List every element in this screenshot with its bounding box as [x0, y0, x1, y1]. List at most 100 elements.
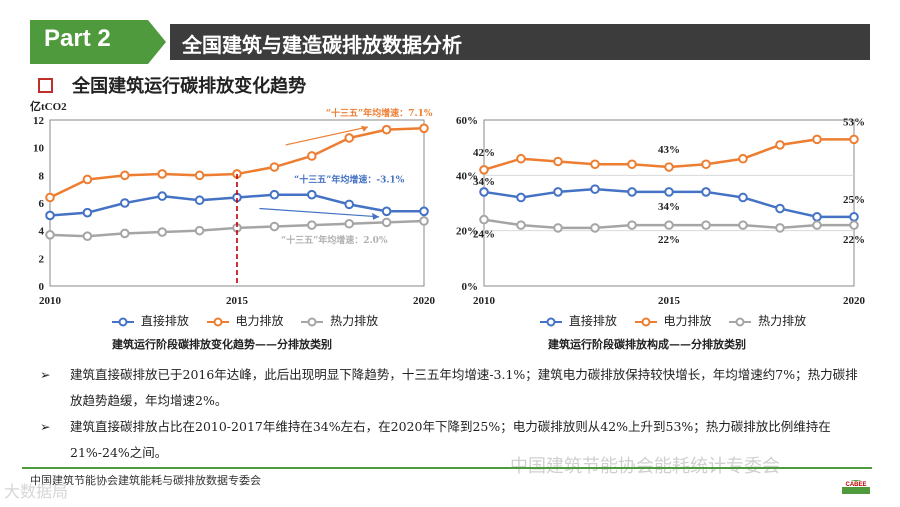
legend-swatch-electric: [206, 317, 229, 326]
data-point-heat: [419, 216, 429, 226]
data-label-electric: 53%: [843, 116, 865, 128]
data-point-heat: [82, 231, 93, 241]
x-tick-label: 2010: [39, 295, 62, 307]
y-tick-label: 60%: [456, 115, 478, 127]
data-point-heat: [194, 225, 205, 236]
emission-share-chart: 0% 20% 40% 60% 2010 2015 2020 42% 34% 24% 43% 34% 22…: [456, 115, 866, 307]
square-bullet-icon: [38, 77, 53, 93]
annotation-arrowhead-direct: [372, 212, 380, 220]
data-point-electric: [479, 165, 489, 175]
legend-item-electric: 电力排放: [634, 312, 712, 329]
data-point-heat: [701, 220, 711, 230]
data-point-electric: [381, 124, 392, 135]
data-point-electric: [194, 170, 205, 181]
data-point-heat: [344, 218, 355, 229]
data-point-heat: [307, 220, 317, 230]
data-point-heat: [45, 230, 55, 240]
data-point-direct: [307, 189, 317, 200]
legend-item-electric: 电力排放: [206, 312, 284, 329]
legend-swatch-heat: [729, 317, 752, 326]
legend-right: 直接排放 电力排放 热力排放: [540, 312, 820, 329]
caption-right: 建筑运行阶段碳排放构成——分排放类别: [548, 338, 746, 351]
svg-text:CABEE: CABEE: [845, 482, 866, 488]
y-tick-label: 2: [39, 253, 45, 265]
data-point-heat: [120, 228, 130, 239]
data-point-electric: [82, 174, 93, 185]
title-bar: 全国建筑与建造碳排放数据分析: [170, 24, 870, 60]
data-point-direct: [701, 187, 711, 197]
legend-swatch-direct: [112, 317, 134, 326]
annotation-electric: “十三五”年均增速：7.1%: [326, 107, 433, 119]
x-tick-label: 2015: [226, 295, 249, 307]
y-tick-label: 40%: [456, 170, 478, 182]
footer-source: 中国建筑节能协会建筑能耗与碳排放数据专委会: [30, 474, 261, 487]
legend-label-heat: 热力排放: [330, 314, 379, 328]
emission-trend-chart: 0 2 4 6 8 10 12 2010 2015 2020 亿tCO2 “十三五”年均增速：7.1%…: [30, 99, 436, 307]
watermark-text: 中国建筑节能协会能耗统计专委会: [510, 456, 780, 477]
data-point-heat: [381, 217, 392, 228]
legend-swatch-heat: [301, 317, 324, 326]
data-point-direct: [344, 199, 355, 210]
data-point-heat: [849, 220, 859, 230]
data-point-electric: [120, 170, 130, 181]
data-point-electric: [516, 153, 526, 164]
cabee-logo: CABEE: [841, 480, 871, 494]
part-arrow-shape: [148, 20, 166, 64]
legend-item-direct: 直接排放: [540, 312, 617, 329]
data-point-direct: [82, 207, 93, 218]
part-label-box: Part 2: [30, 20, 148, 64]
bullet-item: ➢ 建筑直接碳排放已于2016年达峰，此后出现明显下降趋势，十三五年均增速-3.…: [40, 362, 870, 414]
data-point-electric: [775, 140, 785, 150]
y-tick-label: 8: [39, 170, 45, 182]
data-point-electric: [45, 192, 55, 203]
x-tick-label: 2020: [413, 295, 436, 307]
data-label-electric: 42%: [473, 147, 495, 159]
data-point-electric: [849, 134, 859, 145]
legend-swatch-electric: [634, 317, 657, 326]
data-point-direct: [45, 210, 55, 221]
legend-label-electric: 电力排放: [663, 314, 712, 328]
data-point-direct: [664, 187, 674, 197]
y-tick-label: 12: [33, 115, 45, 127]
data-point-direct: [120, 198, 130, 208]
data-point-heat: [812, 220, 822, 230]
data-point-electric: [812, 134, 822, 145]
data-label-heat: 22%: [658, 234, 680, 246]
data-point-direct: [381, 206, 392, 217]
data-point-direct: [516, 192, 526, 203]
data-point-electric: [627, 159, 637, 170]
bullet-text: 建筑直接碳排放占比在2010-2017年维持在34%左右，在2020年下降到25…: [70, 419, 831, 460]
y-tick-label: 6: [39, 198, 45, 210]
data-point-heat: [516, 220, 526, 230]
section-title: 全国建筑运行碳排放变化趋势: [38, 72, 306, 97]
arrow-bullet-icon: ➢: [40, 419, 51, 434]
page-title: 全国建筑与建造碳排放数据分析: [182, 33, 462, 57]
caption-left: 建筑运行阶段碳排放变化趋势——分排放类别: [112, 338, 332, 351]
data-point-electric: [590, 159, 600, 170]
data-point-direct: [590, 184, 600, 194]
x-tick-label: 2020: [843, 295, 866, 307]
data-label-direct: 25%: [843, 194, 865, 206]
part-label: Part 2: [44, 25, 111, 52]
data-point-heat: [553, 223, 563, 233]
x-tick-label: 2015: [658, 295, 681, 307]
annotation-arrow-electric: [285, 126, 369, 146]
legend-item-heat: 热力排放: [729, 312, 806, 329]
data-point-direct: [775, 203, 785, 214]
data-point-direct: [627, 187, 637, 197]
data-point-electric: [307, 151, 317, 161]
bullet-item: ➢ 建筑直接碳排放占比在2010-2017年维持在34%左右，在2020年下降到…: [40, 414, 870, 466]
data-point-direct: [479, 187, 489, 197]
data-point-heat: [269, 221, 280, 232]
data-point-direct: [812, 212, 822, 222]
data-point-heat: [627, 220, 637, 230]
y-tick-label: 10: [33, 143, 45, 155]
data-point-direct: [194, 195, 205, 206]
data-point-electric: [553, 156, 563, 167]
series-line-electric: [49, 127, 425, 199]
legend-label-direct: 直接排放: [140, 314, 189, 328]
watermark-bottom-left: 大数据局: [4, 482, 69, 501]
data-point-electric: [419, 123, 429, 134]
bullet-list: ➢ 建筑直接碳排放已于2016年达峰，此后出现明显下降趋势，十三五年均增速-3.…: [40, 362, 870, 466]
y-tick-label: 0%: [462, 281, 479, 293]
